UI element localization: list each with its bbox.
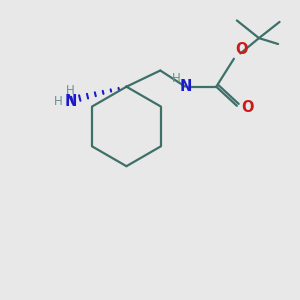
Text: O: O xyxy=(236,42,248,57)
Text: H: H xyxy=(54,95,63,108)
Text: H: H xyxy=(66,84,75,97)
Text: N: N xyxy=(64,94,77,109)
Text: O: O xyxy=(241,100,254,115)
Text: N: N xyxy=(179,79,191,94)
Text: H: H xyxy=(172,72,180,85)
